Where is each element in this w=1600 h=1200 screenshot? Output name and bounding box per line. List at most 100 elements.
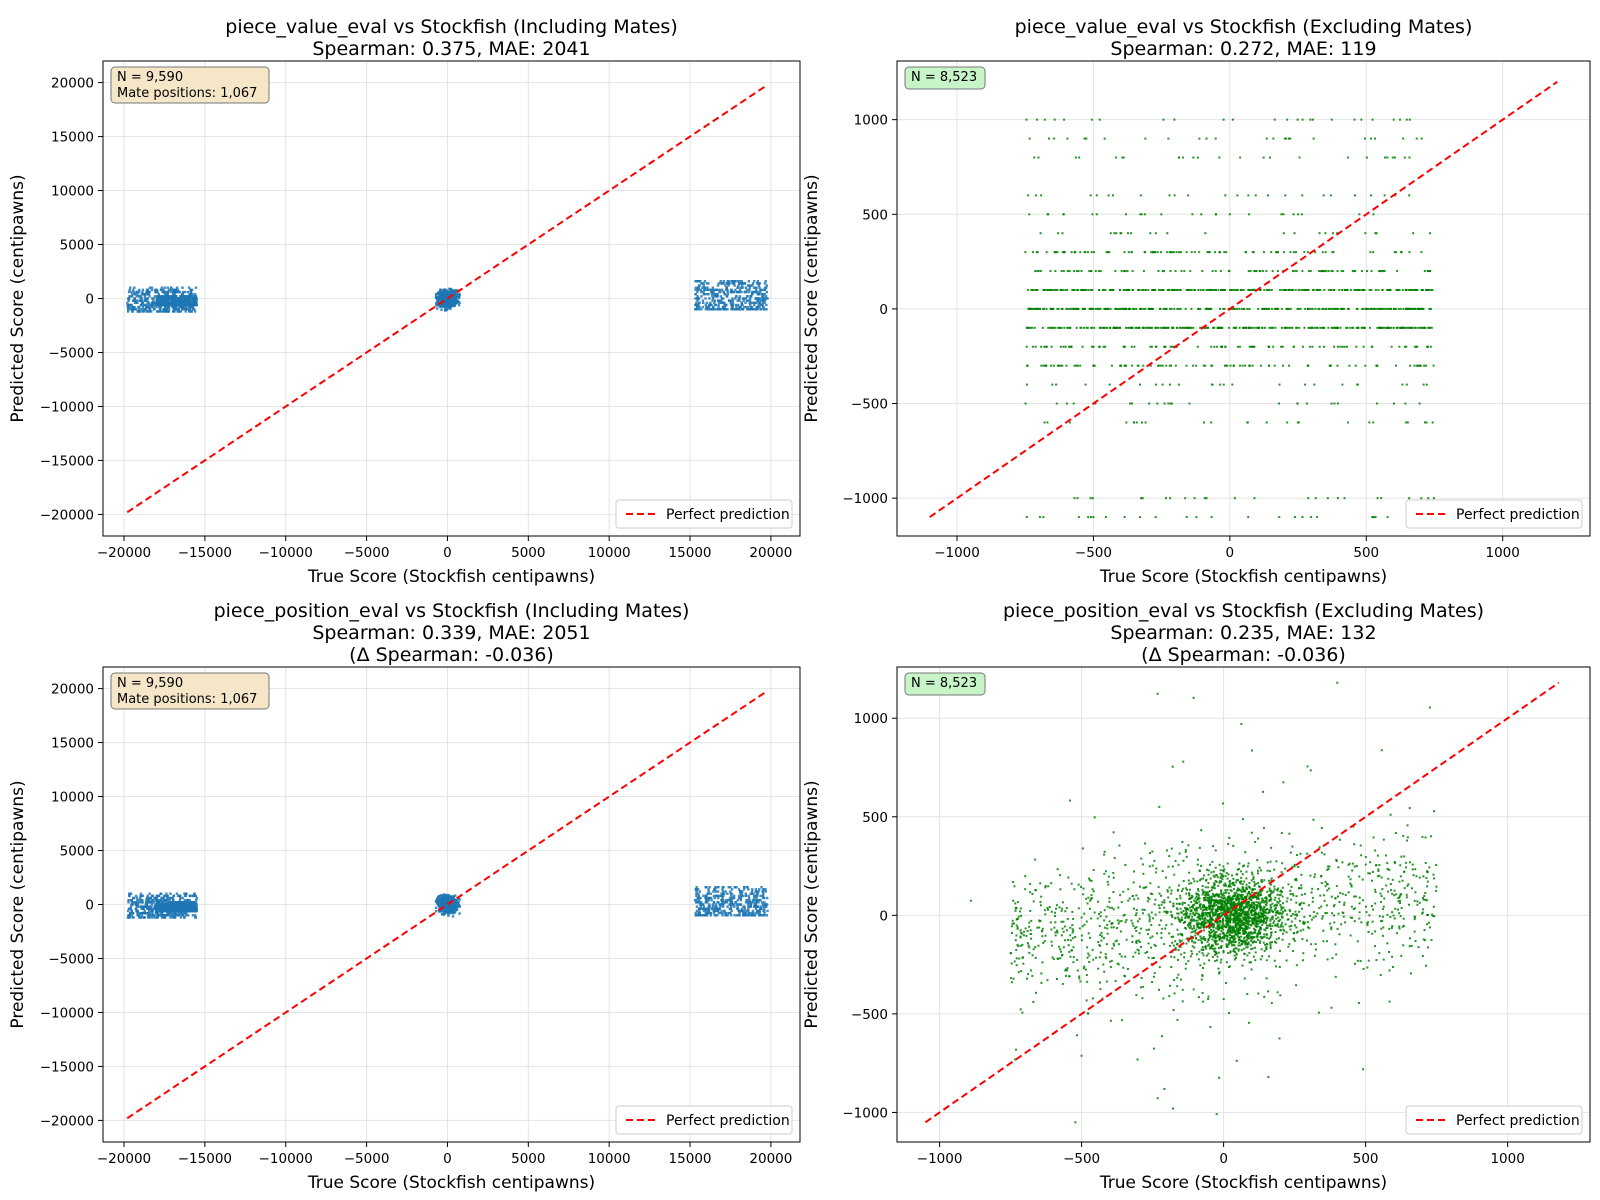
data-point	[1203, 421, 1206, 424]
data-point	[1131, 364, 1134, 367]
data-point	[1302, 288, 1305, 291]
data-point	[1194, 288, 1197, 291]
data-point	[193, 303, 196, 307]
data-point	[1250, 326, 1253, 329]
y-axis-label: Predicted Score (centipawns)	[802, 174, 822, 422]
data-point	[174, 297, 177, 300]
data-point	[153, 916, 156, 919]
data-point	[456, 301, 460, 304]
data-point	[1393, 307, 1396, 310]
data-point	[1368, 421, 1371, 424]
data-point	[1140, 213, 1143, 216]
data-point	[126, 301, 129, 305]
data-point	[160, 896, 163, 900]
data-point	[1122, 288, 1125, 291]
data-point	[166, 286, 169, 289]
data-point	[452, 909, 455, 913]
data-point	[437, 295, 440, 299]
data-point	[1144, 288, 1147, 291]
data-point	[717, 282, 721, 285]
data-point	[727, 284, 730, 287]
data-point	[1339, 345, 1342, 348]
data-point	[1050, 307, 1053, 310]
data-point	[1296, 402, 1299, 405]
data-point	[1159, 326, 1162, 329]
data-point	[1055, 383, 1058, 386]
data-point	[722, 305, 725, 309]
data-point	[1244, 251, 1247, 254]
data-point	[1383, 326, 1386, 329]
data-point	[1288, 326, 1291, 329]
data-point	[157, 914, 160, 917]
data-point	[1299, 307, 1302, 310]
data-point	[1027, 288, 1030, 291]
data-point	[700, 308, 703, 311]
data-point	[135, 295, 138, 298]
data-point	[1185, 288, 1188, 291]
data-point	[1106, 307, 1109, 310]
data-point	[707, 292, 710, 296]
data-point	[1414, 307, 1417, 310]
data-point	[128, 288, 131, 292]
data-point	[160, 310, 163, 313]
data-point	[762, 295, 765, 298]
data-point	[1199, 326, 1202, 329]
data-point	[1099, 270, 1102, 273]
data-point	[172, 301, 176, 305]
data-point	[724, 308, 727, 311]
data-point	[1419, 364, 1422, 367]
data-point	[1188, 402, 1191, 405]
data-point	[1323, 326, 1326, 329]
data-point	[1370, 194, 1373, 197]
data-point	[707, 308, 710, 311]
data-point	[184, 301, 187, 305]
data-point	[458, 912, 461, 915]
data-point	[173, 905, 177, 908]
data-point	[1225, 251, 1228, 254]
data-point	[1150, 251, 1153, 254]
data-point	[1141, 288, 1144, 291]
data-point	[1043, 345, 1046, 348]
data-point	[171, 901, 175, 904]
data-point	[438, 293, 441, 296]
data-point	[1119, 232, 1122, 235]
data-point	[1286, 326, 1289, 329]
data-point	[1056, 307, 1059, 310]
data-point	[1255, 270, 1258, 273]
data-point	[1421, 307, 1424, 310]
data-point	[1111, 194, 1114, 197]
data-point	[453, 909, 457, 912]
data-point	[1177, 307, 1180, 310]
data-point	[1175, 288, 1178, 291]
data-point	[1112, 326, 1115, 329]
data-point	[178, 898, 182, 902]
data-point	[1247, 194, 1250, 197]
data-point	[158, 898, 161, 902]
data-point	[447, 306, 450, 310]
data-point	[1324, 307, 1327, 310]
data-point	[1160, 251, 1163, 254]
data-point	[167, 308, 171, 311]
data-point	[1378, 270, 1381, 273]
data-point	[457, 303, 461, 307]
data-point	[131, 901, 134, 904]
data-point	[1131, 270, 1134, 273]
data-point	[176, 310, 180, 313]
data-point	[168, 898, 171, 902]
data-point	[1073, 364, 1076, 367]
data-point	[1390, 345, 1393, 348]
data-point	[160, 903, 163, 906]
data-point	[132, 290, 136, 294]
data-point	[1189, 270, 1192, 273]
data-point	[1073, 288, 1076, 291]
data-point	[177, 911, 181, 915]
data-point	[159, 903, 162, 906]
data-point	[1141, 421, 1144, 424]
data-point	[722, 308, 725, 311]
data-point	[1404, 288, 1407, 291]
data-point	[458, 898, 461, 901]
data-point	[731, 297, 734, 300]
data-point	[752, 280, 756, 283]
data-point	[171, 301, 174, 305]
scatter-points	[126, 886, 769, 919]
